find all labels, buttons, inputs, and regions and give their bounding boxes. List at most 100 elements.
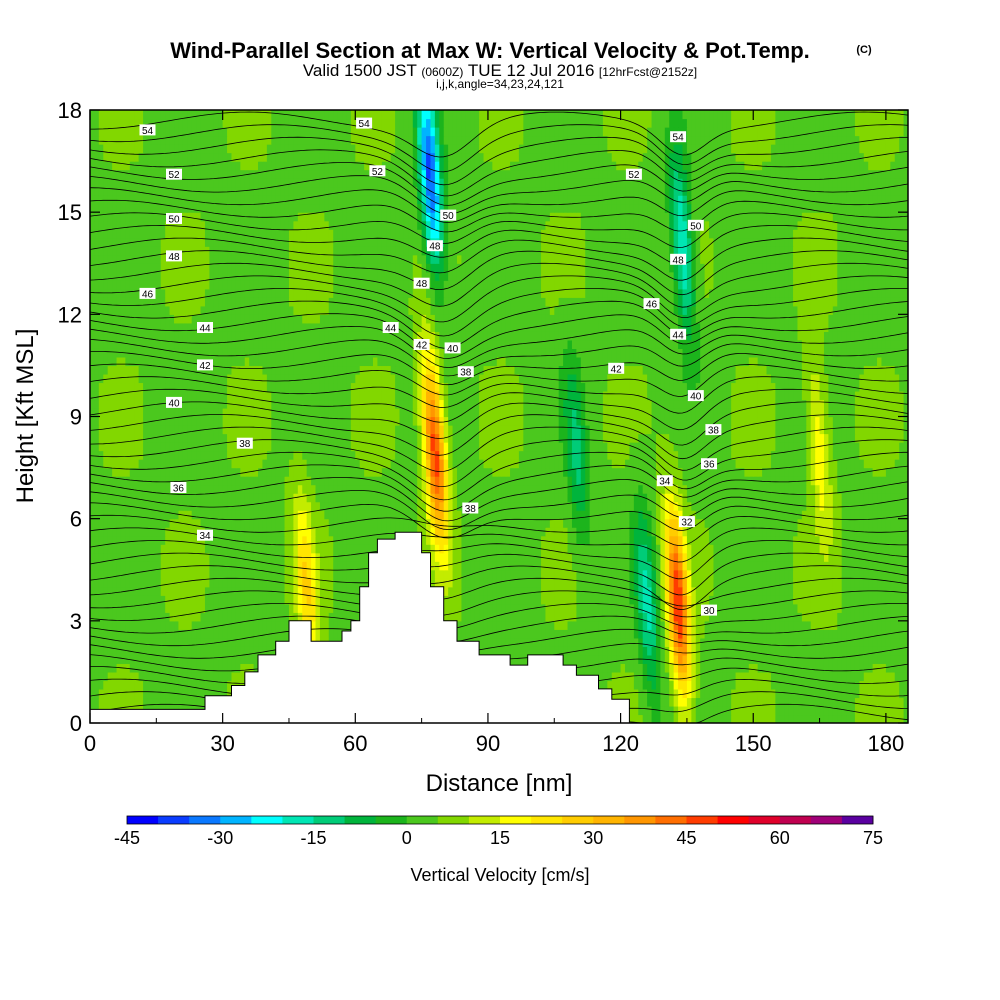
- velocity-cell: [112, 629, 118, 639]
- velocity-cell: [846, 527, 852, 537]
- velocity-cell: [258, 569, 264, 579]
- velocity-cell: [616, 501, 622, 511]
- velocity-cell: [403, 501, 409, 511]
- velocity-cell: [762, 561, 768, 571]
- velocity-cell: [877, 561, 883, 571]
- velocity-cell: [147, 680, 153, 690]
- velocity-cell: [90, 629, 96, 639]
- velocity-cell: [868, 501, 874, 511]
- velocity-cell: [545, 595, 551, 605]
- velocity-cell: [810, 493, 816, 503]
- velocity-cell: [691, 552, 697, 562]
- velocity-cell: [828, 518, 834, 528]
- velocity-cell: [863, 637, 869, 647]
- velocity-cell: [793, 646, 799, 656]
- velocity-cell: [293, 544, 299, 554]
- velocity-cell: [324, 501, 330, 511]
- velocity-cell: [452, 612, 458, 622]
- velocity-cell: [868, 637, 874, 647]
- velocity-cell: [430, 527, 436, 537]
- velocity-cell: [664, 646, 670, 656]
- velocity-cell: [174, 663, 180, 673]
- velocity-cell: [523, 620, 529, 630]
- velocity-cell: [770, 705, 776, 716]
- velocity-cell: [616, 586, 622, 596]
- velocity-cell: [319, 595, 325, 605]
- velocity-cell: [483, 620, 489, 630]
- velocity-cell: [249, 620, 255, 630]
- velocity-cell: [337, 510, 343, 520]
- velocity-cell: [841, 637, 847, 647]
- velocity-cell: [143, 510, 149, 520]
- velocity-cell: [258, 544, 264, 554]
- velocity-cell: [625, 603, 631, 613]
- velocity-cell: [673, 705, 679, 716]
- velocity-cell: [213, 578, 219, 588]
- velocity-cell: [417, 527, 423, 537]
- velocity-cell: [894, 544, 900, 554]
- velocity-cell: [602, 569, 608, 579]
- velocity-cell: [678, 671, 684, 682]
- velocity-cell: [770, 501, 776, 511]
- velocity-cell: [890, 535, 896, 545]
- velocity-cell: [854, 501, 860, 511]
- velocity-cell: [766, 654, 772, 664]
- velocity-cell: [182, 688, 188, 699]
- velocity-cell: [487, 552, 493, 562]
- velocity-cell: [479, 578, 485, 588]
- velocity-cell: [682, 544, 688, 554]
- velocity-cell: [103, 603, 109, 613]
- velocity-cell: [483, 595, 489, 605]
- velocity-cell: [775, 586, 781, 596]
- velocity-cell: [271, 629, 277, 639]
- velocity-cell: [686, 620, 692, 630]
- velocity-cell: [673, 654, 679, 664]
- velocity-cell: [213, 518, 219, 528]
- velocity-cell: [779, 688, 785, 699]
- velocity-cell: [474, 586, 480, 596]
- velocity-cell: [823, 535, 830, 545]
- velocity-cell: [496, 561, 502, 571]
- velocity-cell: [200, 569, 206, 579]
- velocity-cell: [770, 620, 776, 630]
- velocity-cell: [333, 612, 339, 622]
- velocity-cell: [709, 629, 715, 639]
- velocity-cell: [607, 561, 613, 571]
- velocity-cell: [470, 612, 476, 622]
- velocity-cell: [143, 544, 149, 554]
- velocity-cell: [660, 527, 666, 537]
- velocity-cell: [505, 561, 511, 571]
- velocity-cell: [112, 552, 118, 562]
- velocity-cell: [770, 637, 776, 647]
- velocity-cell: [346, 595, 352, 605]
- velocity-cell: [134, 629, 140, 639]
- velocity-cell: [872, 586, 878, 596]
- velocity-cell: [722, 688, 728, 699]
- velocity-cell: [828, 671, 834, 682]
- velocity-cell: [766, 705, 772, 716]
- velocity-cell: [633, 629, 639, 639]
- velocity-cell: [94, 518, 100, 528]
- velocity-cell: [510, 595, 516, 605]
- velocity-cell: [841, 714, 847, 723]
- velocity-cell: [695, 552, 701, 562]
- velocity-cell: [125, 510, 131, 520]
- velocity-cell: [686, 697, 692, 707]
- velocity-cell: [147, 612, 153, 622]
- velocity-cell: [218, 493, 224, 503]
- velocity-cell: [664, 501, 670, 511]
- velocity-cell: [638, 629, 644, 639]
- velocity-cell: [541, 544, 547, 554]
- velocity-cell: [841, 680, 847, 690]
- velocity-cell: [695, 535, 701, 545]
- velocity-cell: [253, 586, 259, 596]
- velocity-cell: [894, 671, 900, 682]
- velocity-cell: [328, 544, 334, 554]
- velocity-cell: [235, 620, 241, 630]
- velocity-cell: [417, 518, 423, 528]
- velocity-cell: [342, 595, 348, 605]
- velocity-cell: [647, 629, 653, 639]
- velocity-cell: [642, 705, 648, 716]
- velocity-cell: [731, 654, 737, 664]
- velocity-cell: [837, 663, 843, 673]
